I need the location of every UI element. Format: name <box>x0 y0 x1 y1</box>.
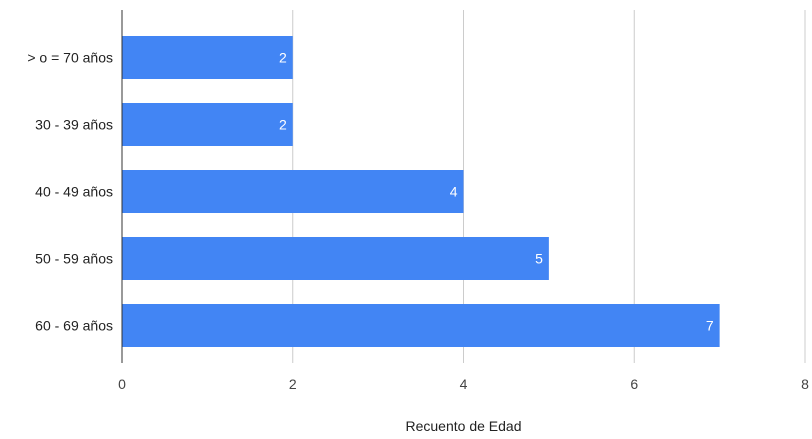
x-tick-label-8: 8 <box>801 376 809 392</box>
category-labels: > o = 70 años 30 - 39 años 40 - 49 años 50 … <box>27 50 113 334</box>
category-label-3: 50 - 59 años <box>35 251 113 267</box>
category-label-1: 30 - 39 años <box>35 117 113 133</box>
bar-3 <box>122 237 549 280</box>
x-tick-label-0: 0 <box>118 376 126 392</box>
bar-4 <box>122 304 720 347</box>
x-axis-ticks: 0 2 4 6 8 <box>118 376 809 392</box>
data-label-4: 7 <box>706 318 714 334</box>
bars: 2 2 4 5 7 <box>122 36 720 347</box>
x-axis-title: Recuento de Edad <box>406 418 522 434</box>
data-label-1: 2 <box>279 117 287 133</box>
category-label-0: > o = 70 años <box>27 50 113 66</box>
bar-0 <box>122 36 293 79</box>
x-tick-label-2: 2 <box>289 376 297 392</box>
category-label-4: 60 - 69 años <box>35 318 113 334</box>
x-tick-label-6: 6 <box>630 376 638 392</box>
category-label-2: 40 - 49 años <box>35 184 113 200</box>
bar-1 <box>122 103 293 146</box>
data-label-2: 4 <box>450 184 458 200</box>
x-tick-label-4: 4 <box>460 376 468 392</box>
data-label-0: 2 <box>279 50 287 66</box>
data-label-3: 5 <box>535 251 543 267</box>
bar-2 <box>122 170 464 213</box>
